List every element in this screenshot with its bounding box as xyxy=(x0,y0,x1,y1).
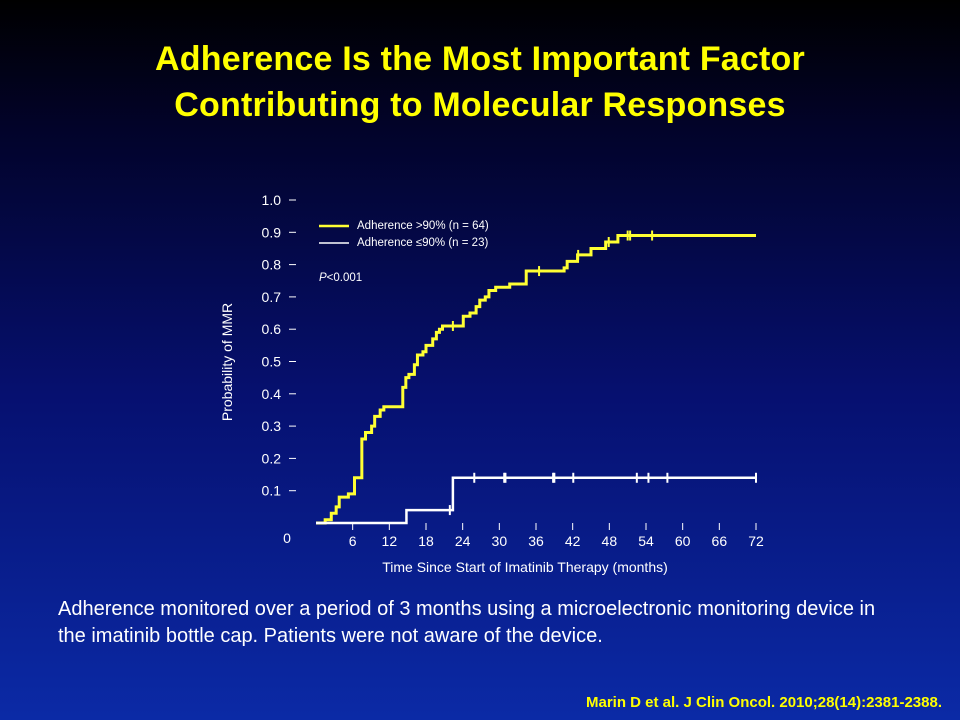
x-tick-label: 42 xyxy=(565,533,581,549)
x-tick-label: 24 xyxy=(455,533,471,549)
legend-label-low: Adherence ≤90% (n = 23) xyxy=(357,237,488,249)
y-tick-label: 0.6 xyxy=(262,321,282,337)
x-tick-label: 18 xyxy=(418,533,434,549)
origin-label: 0 xyxy=(283,530,291,546)
p-value-italic: P xyxy=(319,272,327,284)
y-tick-label: 0.5 xyxy=(262,354,282,370)
chart-legend: Adherence >90% (n = 64) Adherence ≤90% (… xyxy=(319,220,489,249)
x-tick-label: 30 xyxy=(492,533,508,549)
y-tick-label: 0.3 xyxy=(262,418,282,434)
x-tick-label: 72 xyxy=(748,533,764,549)
y-axis-label-group: Probability of MMR xyxy=(219,303,235,421)
y-tick-label: 0.7 xyxy=(262,289,282,305)
x-tick-label: 54 xyxy=(638,533,654,549)
x-tick-label: 12 xyxy=(382,533,398,549)
footnote-text: Adherence monitored over a period of 3 m… xyxy=(58,598,876,647)
title-line-1: Adherence Is the Most Important Factor xyxy=(155,40,805,78)
series-line-low xyxy=(316,476,756,525)
y-axis-label: Probability of MMR xyxy=(219,303,235,421)
p-value-text: <0.001 xyxy=(327,272,363,284)
chart-axes: 0.1 0.2 0.3 0.4 0.5 0.6 0.7 0.8 0.9 1.0 0 6 12 18 24 30… xyxy=(262,192,764,549)
x-axis-label: Time Since Start of Imatinib Therapy (mo… xyxy=(382,559,668,575)
x-tick-label: 66 xyxy=(712,533,728,549)
y-tick-label: 0.2 xyxy=(262,450,282,466)
y-tick-label: 0.9 xyxy=(262,224,282,240)
y-tick-label: 0.8 xyxy=(262,257,282,273)
p-value-annotation: P<0.001 xyxy=(319,272,362,284)
slide-title: Adherence Is the Most Important Factor C… xyxy=(0,36,960,128)
x-tick-label: 36 xyxy=(528,533,544,549)
legend-label-high: Adherence >90% (n = 64) xyxy=(357,220,489,232)
x-tick-label: 48 xyxy=(602,533,618,549)
citation: Marin D et al. J Clin Oncol. 2010;28(14)… xyxy=(586,694,942,711)
x-tick-label: 6 xyxy=(349,533,357,549)
y-tick-label: 1.0 xyxy=(262,192,282,208)
series-line-high xyxy=(316,234,756,525)
title-line-2: Contributing to Molecular Responses xyxy=(174,86,786,124)
survival-curves xyxy=(316,230,757,525)
y-tick-label: 0.1 xyxy=(262,483,282,499)
y-tick-label: 0.4 xyxy=(262,386,282,402)
x-tick-label: 60 xyxy=(675,533,691,549)
